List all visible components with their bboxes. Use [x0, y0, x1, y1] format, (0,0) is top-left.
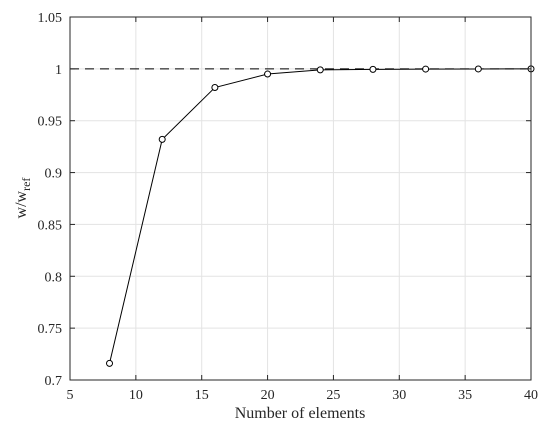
y-tick-label: 0.9	[45, 167, 63, 182]
data-point	[369, 65, 377, 73]
data-point	[211, 84, 219, 92]
y-axis-label-subscript: ref	[19, 178, 33, 191]
x-tick-label: 5	[67, 388, 74, 403]
x-tick-label: 40	[524, 388, 538, 403]
y-tick-label: 0.95	[38, 115, 63, 130]
y-tick-label: 1.05	[38, 11, 63, 26]
x-tick-label: 35	[458, 388, 472, 403]
y-tick-labels: 0.7 0.75 0.8 0.85 0.9 0.95 1 1.05	[38, 11, 63, 389]
y-tick-label: 0.8	[45, 270, 63, 285]
x-tick-label: 15	[195, 388, 209, 403]
y-axis-label-base: w/w	[13, 190, 30, 218]
data-point	[158, 135, 166, 143]
x-tick-label: 10	[129, 388, 143, 403]
y-tick-label: 0.75	[38, 322, 63, 337]
data-point	[474, 65, 482, 73]
x-tick-label: 20	[261, 388, 275, 403]
data-point	[264, 70, 272, 78]
data-point	[422, 65, 430, 73]
data-point	[106, 359, 114, 367]
x-tick-label: 30	[392, 388, 406, 403]
y-tick-label: 1	[55, 63, 62, 78]
plot-frame	[69, 16, 532, 381]
y-tick-label: 0.85	[38, 218, 63, 233]
x-axis-label: Number of elements	[235, 405, 366, 422]
y-axis-label: w/wref	[13, 178, 33, 219]
x-tick-label: 25	[326, 388, 340, 403]
x-tick-labels: 5 10 15 20 25 30 35 40	[67, 388, 539, 403]
ticks	[69, 16, 532, 381]
data-point	[316, 66, 324, 74]
plot-background	[70, 17, 531, 380]
y-tick-label: 0.7	[45, 374, 63, 389]
